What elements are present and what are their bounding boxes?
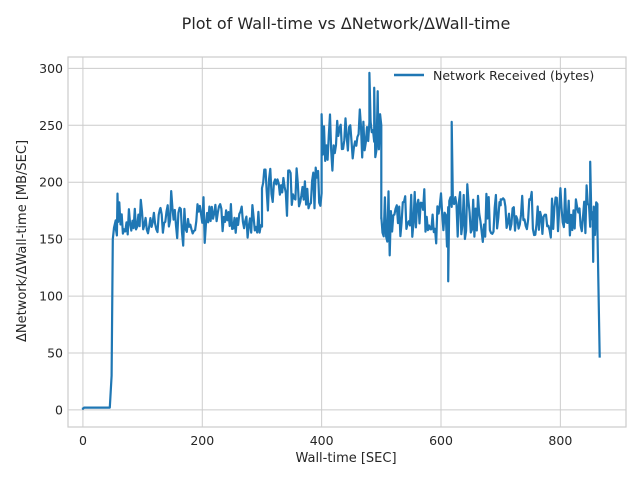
y-tick-label: 100 bbox=[39, 289, 63, 304]
y-tick-label: 50 bbox=[47, 346, 63, 361]
series-line-network-received bbox=[81, 71, 601, 410]
plot-area bbox=[67, 56, 627, 428]
legend-label: Network Received (bytes) bbox=[433, 68, 594, 83]
y-tick-label: 300 bbox=[39, 61, 63, 76]
x-tick-label: 800 bbox=[548, 433, 572, 448]
series-layer bbox=[81, 71, 601, 410]
y-tick-label: 150 bbox=[39, 232, 63, 247]
y-tick-label: 250 bbox=[39, 118, 63, 133]
x-tick-label: 600 bbox=[429, 433, 453, 448]
chart-title: Plot of Wall-time vs ΔNetwork/ΔWall-time bbox=[182, 14, 511, 33]
x-axis-label: Wall-time [SEC] bbox=[295, 451, 396, 466]
grid bbox=[68, 57, 626, 427]
y-tick-label: 200 bbox=[39, 175, 63, 190]
x-tick-label: 0 bbox=[79, 433, 87, 448]
x-tick-label: 400 bbox=[310, 433, 334, 448]
y-tick-label: 0 bbox=[55, 402, 63, 417]
x-tick-label: 200 bbox=[190, 433, 214, 448]
y-axis-label: ΔNetwork/ΔWall-time [MB/SEC] bbox=[15, 140, 30, 342]
tick-labels: 0 200 400 600 800 0 50 100 150 200 250 300 bbox=[39, 61, 572, 448]
legend: Network Received (bytes) bbox=[394, 68, 594, 83]
